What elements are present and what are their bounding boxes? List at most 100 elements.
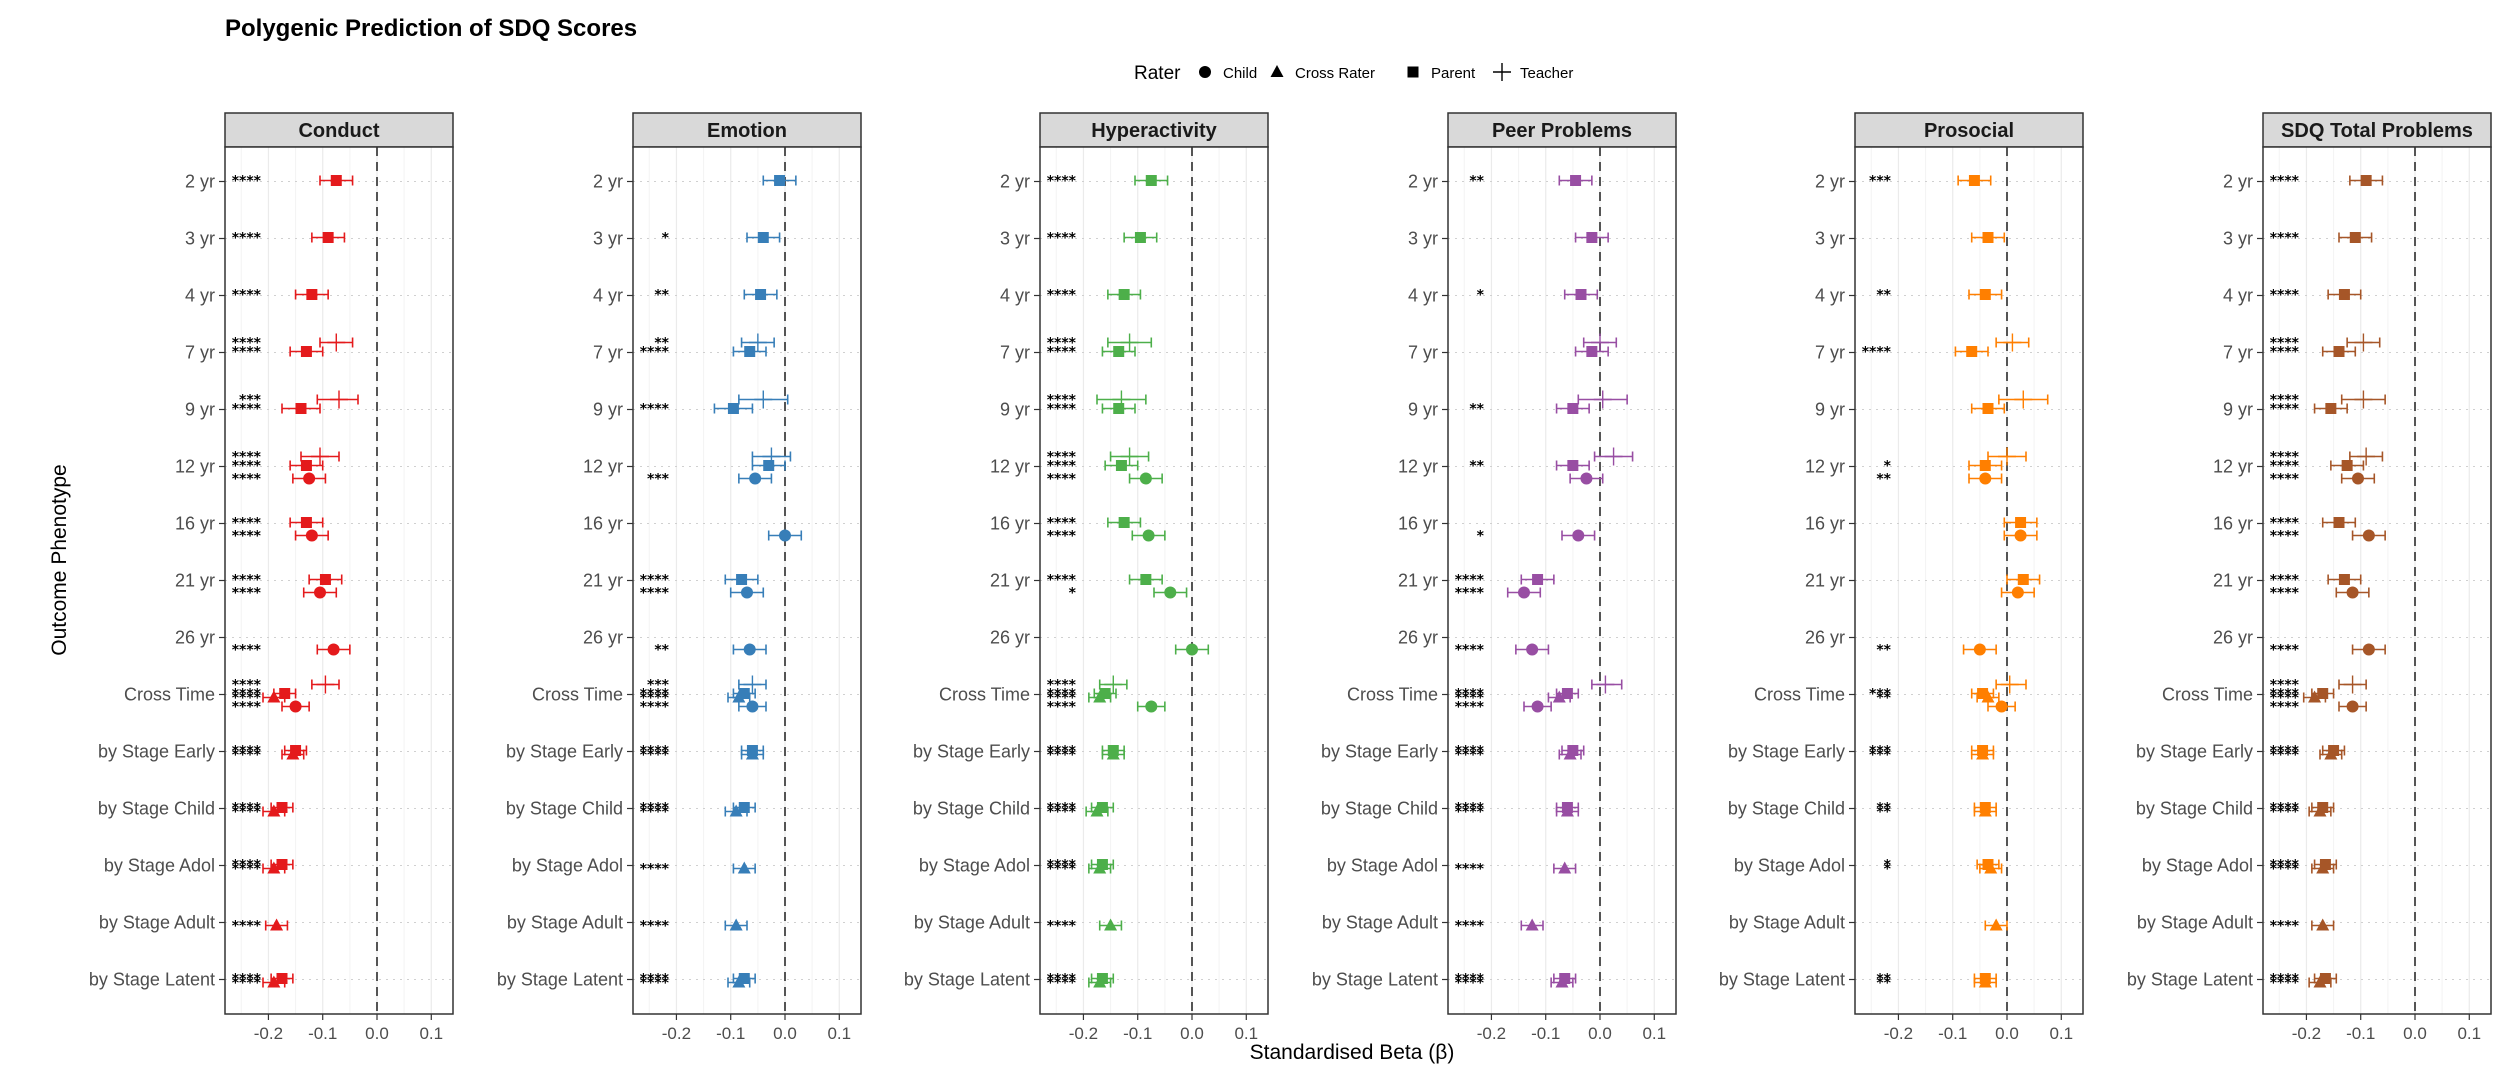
point-21-yr-child: [1506, 586, 1542, 599]
point-12-yr-teacher: [300, 447, 340, 466]
marker-child: [1531, 700, 1544, 713]
point-cross-time-child: [738, 700, 767, 713]
point-16-yr-parent: [289, 517, 324, 528]
significance-prosocial: ***********************************: [1862, 174, 1892, 992]
point-3-yr-parent: [311, 232, 346, 243]
marker-parent: [2338, 574, 2350, 585]
marker-parent: [2319, 859, 2331, 870]
significance-label: ****: [640, 402, 670, 418]
significance-label: ****: [2270, 972, 2300, 988]
marker-cross-rater: [732, 690, 746, 703]
point-cross-time-cross-rater: [727, 690, 751, 703]
y-tick-label: by Stage Adol: [1327, 856, 1438, 876]
point-21-yr-parent: [308, 574, 343, 585]
significance-label: ****: [2270, 691, 2300, 707]
panel-conduct: Conduct*********************************…: [89, 112, 454, 1043]
y-tick-label: 16 yr: [175, 514, 215, 534]
point-12-yr-child: [1569, 472, 1604, 485]
point-16-yr-parent: [2321, 517, 2357, 528]
significance-label: ****: [232, 586, 262, 602]
y-tick-label: 9 yr: [185, 400, 215, 420]
y-tick-label: by Stage Latent: [1719, 970, 1845, 990]
point-cross-time-child: [281, 700, 310, 713]
significance-label: ****: [1047, 700, 1077, 716]
y-tick-label: by Stage Adol: [2142, 856, 2253, 876]
x-tick-label: -0.2: [1069, 1024, 1098, 1043]
y-tick-label: 2 yr: [1815, 172, 1845, 192]
point-by-stage-adult-cross-rater: [264, 918, 289, 931]
marker-parent: [736, 574, 748, 585]
significance-label: ****: [232, 858, 262, 874]
points-conduct: [262, 175, 359, 988]
point-2-yr-parent: [2349, 175, 2384, 186]
y-tick-label: 26 yr: [990, 628, 1030, 648]
y-tick-label: 7 yr: [2223, 343, 2253, 363]
y-tick-label: by Stage Adol: [1734, 856, 1845, 876]
point-by-stage-early-cross-rater: [1101, 747, 1125, 760]
y-tick-label: 7 yr: [1408, 343, 1438, 363]
y-tick-label: 16 yr: [1398, 514, 1438, 534]
point-21-yr-child: [2335, 586, 2370, 599]
y-tick-label: by Stage Early: [913, 742, 1030, 762]
significance-label: ****: [2270, 976, 2300, 992]
point-26-yr-child: [316, 643, 351, 656]
y-axis-hyperactivity: 2 yr 3 yr 4 yr 7 yr 9 yr 12 yr 16 yr 21 yr 26 yr…: [904, 172, 1040, 990]
point-9-yr-parent: [713, 403, 754, 414]
marker-child: [1518, 586, 1530, 599]
points-hyperactivity: [1085, 175, 1210, 988]
significance-label: ****: [1455, 744, 1485, 760]
strip-label-conduct: Conduct: [298, 120, 379, 142]
significance-label: ****: [2270, 516, 2300, 532]
point-cross-time-child: [1523, 700, 1552, 713]
marker-teacher: [754, 390, 773, 409]
significance-label: ****: [1455, 643, 1485, 659]
y-tick-label: by Stage Latent: [1312, 970, 1438, 990]
marker-child: [2346, 586, 2359, 599]
point-by-stage-child-cross-rater: [1973, 804, 1997, 817]
y-tick-label: 4 yr: [2223, 286, 2253, 306]
significance-label: **: [1876, 976, 1891, 992]
y-tick-label: Cross Time: [124, 685, 215, 705]
point-4-yr-parent: [294, 289, 329, 300]
x-tick-label: -0.2: [254, 1024, 283, 1043]
marker-parent: [2360, 175, 2372, 186]
point-7-yr-parent: [1954, 346, 1989, 357]
point-9-yr-teacher: [738, 390, 789, 409]
significance-label: ****: [2270, 174, 2300, 190]
legend-label-teacher: Teacher: [1520, 65, 1573, 82]
y-tick-label: 26 yr: [583, 628, 623, 648]
marker-child: [749, 472, 762, 485]
marker-parent: [1982, 859, 1994, 870]
point-by-stage-adult-cross-rater: [2311, 918, 2335, 931]
y-tick-label: 16 yr: [990, 514, 1030, 534]
marker-cross-rater: [2316, 918, 2330, 931]
point-9-yr-parent: [1555, 403, 1590, 414]
marker-parent: [1982, 403, 1994, 414]
y-tick-label: by Stage Adult: [2137, 913, 2253, 933]
significance-label: ****: [640, 972, 670, 988]
significance-label: ***: [647, 678, 670, 694]
significance-label: ****: [1047, 393, 1077, 409]
significance-label: ***: [1869, 687, 1892, 703]
marker-cross-rater: [732, 975, 746, 988]
marker-cross-rater: [1555, 975, 1569, 988]
point-12-yr-teacher: [1109, 447, 1150, 466]
y-tick-label: 4 yr: [1815, 286, 1845, 306]
significance-label: ****: [640, 919, 670, 935]
y-tick-label: 21 yr: [1398, 571, 1438, 591]
significance-label: ****: [2270, 573, 2300, 589]
x-tick-label: 0.1: [419, 1024, 443, 1043]
marker-parent: [295, 403, 307, 414]
significance-label: ****: [640, 748, 670, 764]
x-tick-label: -0.1: [1123, 1024, 1152, 1043]
point-cross-time-cross-rater: [2302, 690, 2327, 703]
y-tick-label: 16 yr: [1805, 514, 1845, 534]
significance-label: ***: [1869, 174, 1892, 190]
point-by-stage-latent-cross-rater: [1088, 975, 1112, 988]
point-9-yr-teacher: [1577, 390, 1628, 409]
significance-label: ****: [2270, 643, 2300, 659]
point-by-stage-early-cross-rater: [1970, 747, 1995, 760]
marker-teacher: [311, 447, 329, 466]
point-2-yr-parent: [762, 175, 797, 186]
point-by-stage-child-cross-rater: [2308, 804, 2332, 817]
